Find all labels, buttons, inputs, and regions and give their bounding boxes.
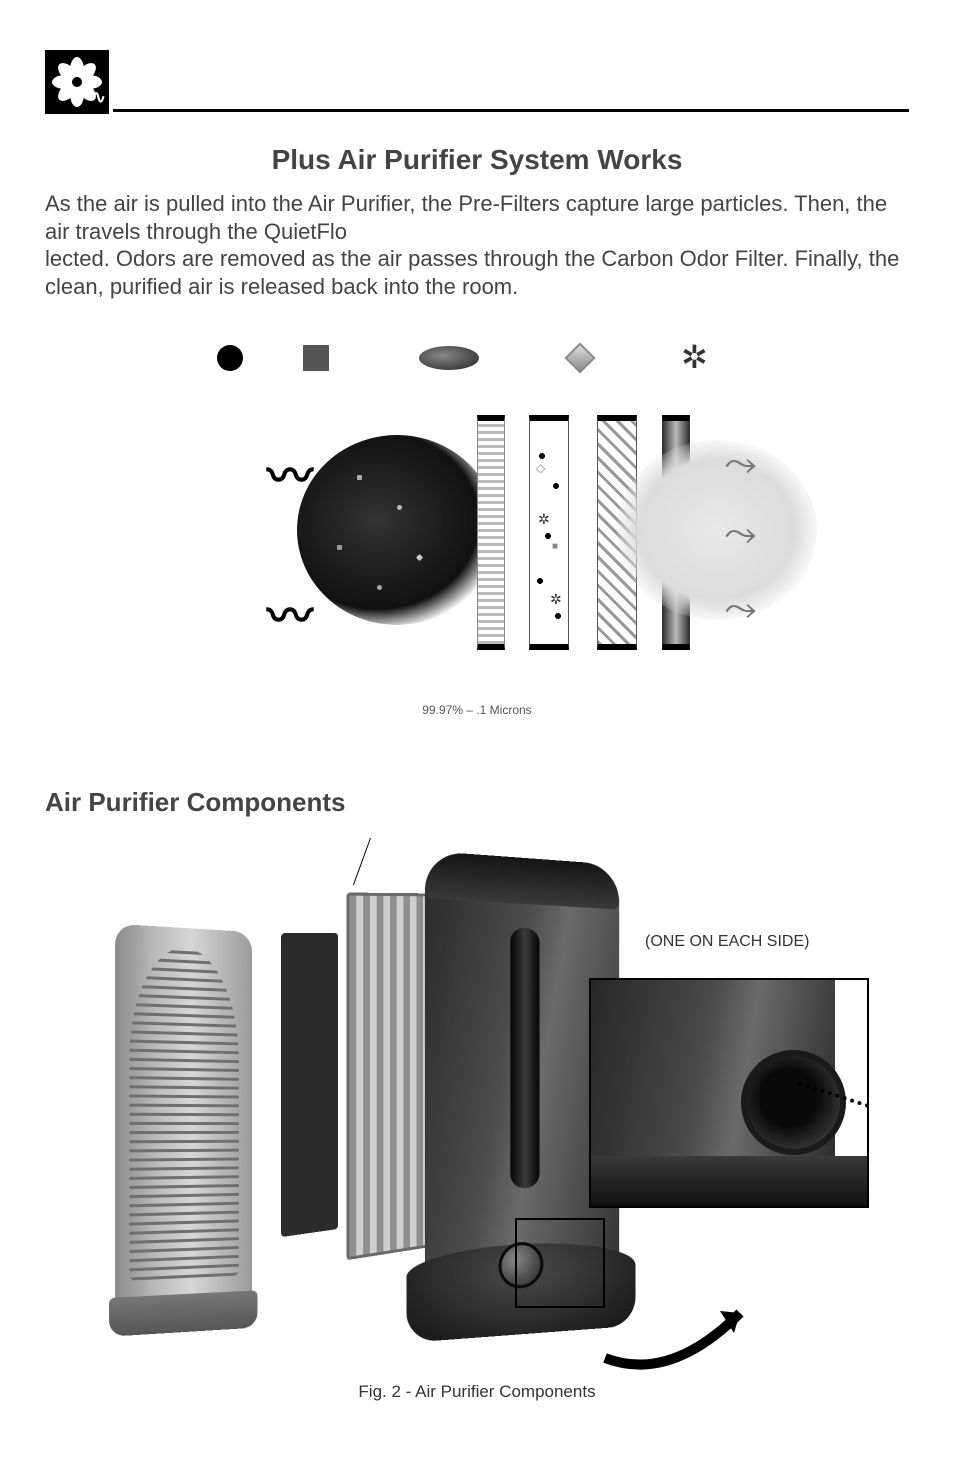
wave-icon: ∿ xyxy=(91,87,106,108)
components-heading: Air Purifier Components xyxy=(45,787,909,818)
airflow-in-icon: 〰 xyxy=(267,580,313,646)
brand-logo: ∿ xyxy=(45,50,109,114)
dirty-air-cloud xyxy=(297,435,497,625)
header-divider xyxy=(113,109,909,112)
legend-dust-icon xyxy=(217,345,243,371)
page-header: ∿ xyxy=(45,50,909,114)
legend-dander-icon xyxy=(564,342,595,373)
diagram-caption: 99.97% – .1 Microns xyxy=(422,703,531,717)
intro-paragraph-1: As the air is pulled into the Air Purifi… xyxy=(45,190,909,245)
side-note-label: (ONE ON EACH SIDE) xyxy=(645,933,809,951)
air-inlet-icon xyxy=(741,1050,846,1155)
airflow-out-icon: ⤳ xyxy=(724,445,757,484)
front-grille-part xyxy=(115,924,252,1332)
detail-inset xyxy=(589,978,869,1208)
particle-legend: ✲ xyxy=(217,345,787,371)
callout-lead-line xyxy=(353,838,371,885)
detail-callout-box xyxy=(515,1218,605,1308)
legend-pollen-icon xyxy=(303,345,329,371)
hepa-filter-part xyxy=(346,893,436,1261)
filtration-diagram: ✲ 〰 〰 ✲ ✲ ◇ ■ ⤳ ⤳ ⤳ 99.97% – .1 Microns xyxy=(45,345,909,717)
intro-paragraph-2: lected. Odors are removed as the air pas… xyxy=(45,245,909,300)
airflow-out-icon: ⤳ xyxy=(724,590,757,629)
components-figure: (ONE ON EACH SIDE) xyxy=(45,838,909,1378)
figure-caption: Fig. 2 - Air Purifier Components xyxy=(45,1382,909,1402)
airflow-out-icon: ⤳ xyxy=(724,515,757,554)
hepa-filter-stage: ✲ ✲ ◇ ■ xyxy=(529,415,569,650)
legend-smoke-icon xyxy=(419,346,479,370)
airflow-in-icon: 〰 xyxy=(267,440,313,506)
callout-arrow-icon xyxy=(600,1293,790,1383)
pre-filter-stage xyxy=(477,415,505,650)
page-title: Plus Air Purifier System Works xyxy=(45,144,909,176)
legend-allergen-icon: ✲ xyxy=(681,348,708,367)
clean-air-cloud xyxy=(617,440,817,620)
carbon-filter-part xyxy=(281,933,338,1237)
